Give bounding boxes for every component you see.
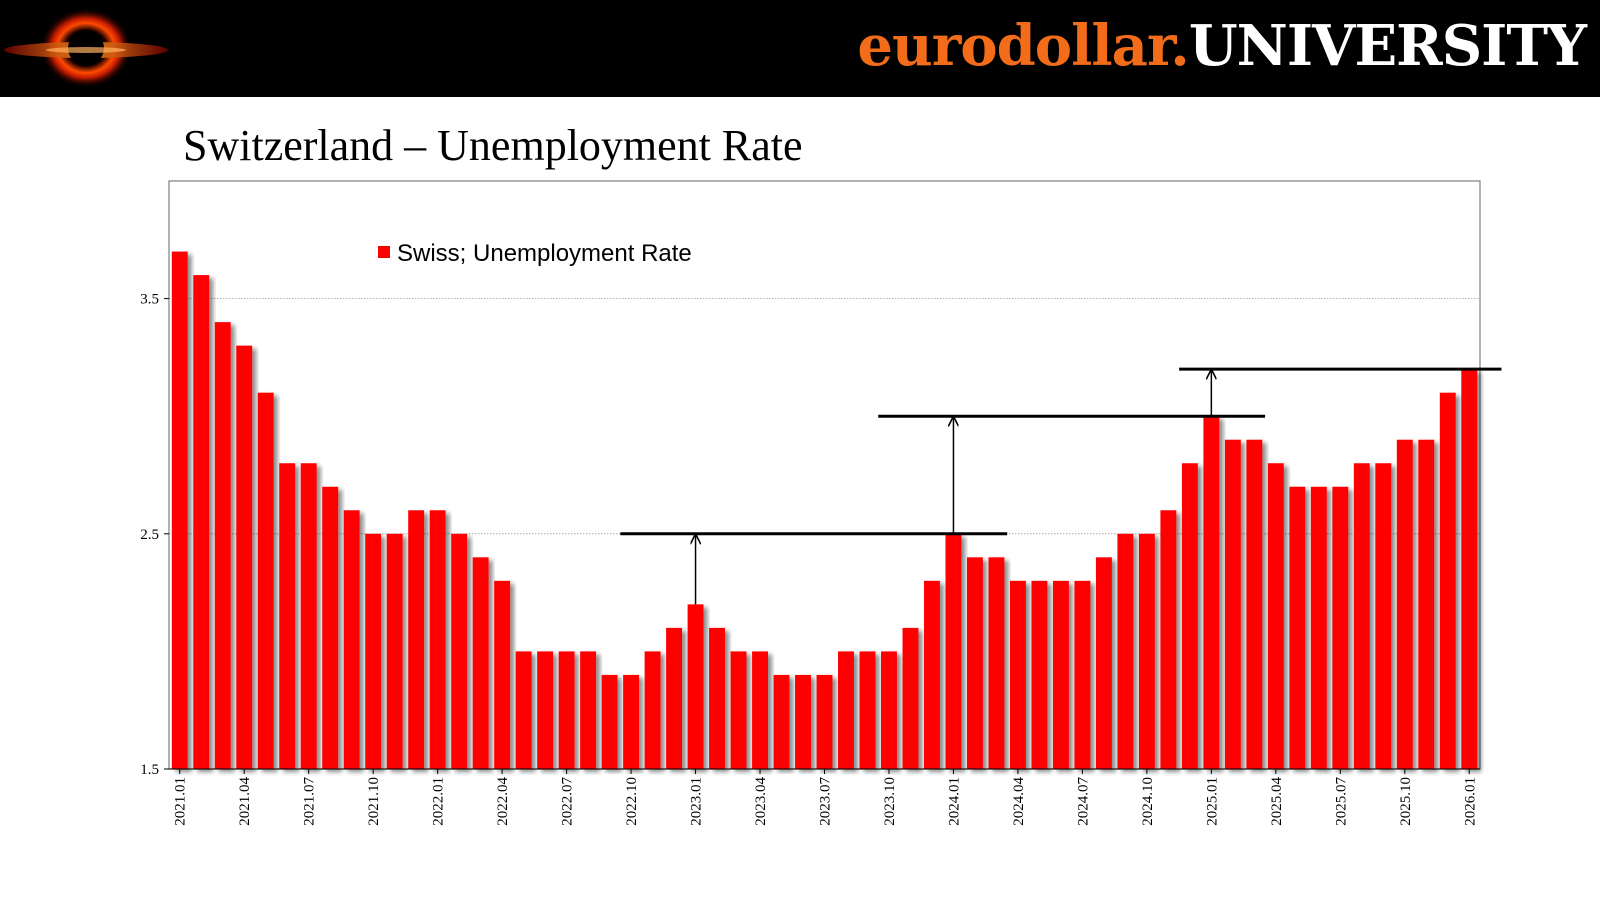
bar [1117, 533, 1134, 769]
bar [386, 533, 403, 769]
page-title: Switzerland – Unemployment Rate [183, 121, 803, 170]
x-tick-label: 2022.01 [431, 777, 447, 826]
bar [816, 674, 833, 769]
bar [580, 651, 597, 769]
bar [881, 651, 897, 769]
bar [279, 463, 296, 769]
bar [494, 580, 511, 769]
bar [1418, 439, 1435, 769]
bar [322, 486, 339, 769]
bar [730, 651, 747, 769]
bar [902, 627, 919, 769]
bar [773, 674, 790, 769]
bar [1052, 580, 1069, 769]
bar [752, 651, 768, 769]
legend-swatch [378, 246, 390, 258]
x-tick-label: 2026.01 [1462, 777, 1478, 826]
bar [838, 651, 854, 769]
bar [1181, 463, 1198, 769]
bar [1224, 439, 1241, 769]
bar [1095, 557, 1112, 769]
x-tick-label: 2022.10 [624, 777, 640, 826]
bar [966, 557, 983, 769]
header-bar: eurodollar.UNIVERSITY [0, 0, 1600, 97]
bar [451, 533, 468, 769]
bar [1289, 486, 1306, 769]
bar [558, 651, 575, 769]
x-tick-label: 2024.01 [946, 777, 962, 826]
bar [236, 345, 253, 769]
x-tick-label: 2022.07 [560, 777, 576, 826]
bar [1375, 463, 1392, 769]
bar [1310, 486, 1327, 769]
bar [365, 533, 382, 769]
x-tick-label: 2024.10 [1140, 777, 1156, 826]
bar [1009, 580, 1026, 769]
y-tick-label: 3.5 [140, 292, 159, 308]
y-tick-label: 2.5 [140, 527, 159, 543]
bar [429, 510, 446, 769]
bar [472, 557, 489, 769]
x-tick-label: 2023.04 [753, 777, 769, 826]
x-tick-label: 2021.04 [237, 777, 253, 826]
x-tick-label: 2025.10 [1398, 777, 1414, 826]
bar [1332, 486, 1349, 769]
bar [300, 463, 317, 769]
brand-part-eurodollar: eurodollar. [857, 13, 1189, 79]
bar [515, 651, 532, 769]
bar [1246, 439, 1263, 769]
bar [1031, 580, 1048, 769]
brand-part-university: UNIVERSITY [1188, 13, 1587, 79]
bar [1160, 510, 1177, 769]
x-tick-label: 2021.07 [302, 777, 318, 826]
x-tick-label: 2025.04 [1269, 777, 1285, 826]
bar [193, 275, 210, 769]
bar [945, 533, 962, 769]
bar [687, 604, 704, 769]
bar [343, 510, 360, 769]
y-tick-label: 1.5 [140, 762, 159, 778]
legend-label: Swiss; Unemployment Rate [397, 240, 692, 267]
bar [1203, 416, 1220, 769]
bar [709, 627, 725, 769]
bar [1074, 580, 1091, 769]
bar [1138, 533, 1155, 769]
bar [859, 651, 876, 769]
bar [666, 627, 683, 769]
brand-wordmark: eurodollar.UNIVERSITY [857, 6, 1587, 86]
x-tick-label: 2021.10 [366, 777, 382, 826]
x-tick-label: 2023.07 [818, 777, 834, 826]
bar [1396, 439, 1413, 769]
bar [257, 392, 274, 769]
bar [1267, 463, 1284, 769]
x-tick-label: 2023.10 [882, 777, 898, 826]
bar [537, 651, 554, 769]
x-tick-label: 2025.07 [1333, 777, 1349, 826]
bar [644, 651, 661, 769]
bar [408, 510, 425, 769]
black-hole-logo-icon [0, 0, 172, 97]
bar [1461, 369, 1478, 769]
x-tick-label: 2022.04 [495, 777, 511, 826]
bar [1353, 463, 1370, 769]
bar [214, 322, 231, 769]
x-tick-label: 2021.01 [173, 777, 189, 826]
bar [623, 674, 640, 769]
bar [171, 251, 188, 769]
x-tick-label: 2025.01 [1204, 777, 1220, 826]
bar [601, 674, 618, 769]
x-tick-label: 2023.01 [689, 777, 705, 826]
x-tick-label: 2024.07 [1075, 777, 1091, 826]
bar [795, 674, 811, 769]
bar [1439, 392, 1456, 769]
x-tick-label: 2024.04 [1011, 777, 1027, 826]
bar [924, 580, 940, 769]
bar [988, 557, 1005, 769]
